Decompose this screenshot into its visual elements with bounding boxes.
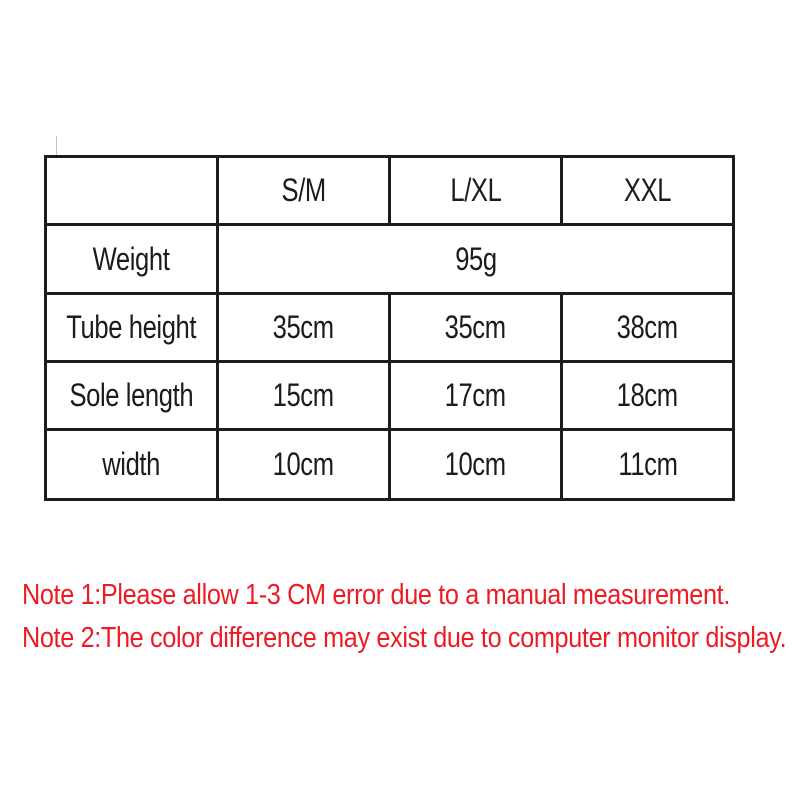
row-label-width: width — [44, 428, 219, 501]
scan-artifact-line — [56, 136, 57, 155]
cell-tube-xxl: 38cm — [560, 292, 735, 363]
size-label: L/XL — [449, 172, 502, 208]
header-cell-lxl: L/XL — [388, 155, 563, 226]
header-cell-empty — [44, 155, 219, 226]
cell-width-xxl: 11cm — [560, 428, 735, 501]
table-header-row: S/M L/XL XXL — [44, 155, 735, 226]
cell-width-sm: 10cm — [216, 428, 391, 501]
table-row-tube-height: Tube height 35cm 35cm 38cm — [44, 292, 735, 363]
row-label-weight: Weight — [44, 223, 219, 295]
table-row-width: width 10cm 10cm 11cm — [44, 428, 735, 501]
note-2: Note 2:The color difference may exist du… — [22, 622, 787, 654]
cell-tube-sm: 35cm — [216, 292, 391, 363]
cell-tube-lxl: 35cm — [388, 292, 563, 363]
table-row-weight: Weight 95g — [44, 223, 735, 295]
cell-sole-xxl: 18cm — [560, 360, 735, 431]
row-label-sole-length: Sole length — [44, 360, 219, 431]
table-row-sole-length: Sole length 15cm 17cm 18cm — [44, 360, 735, 431]
measurement-notes: Note 1:Please allow 1-3 CM error due to … — [22, 574, 800, 660]
header-cell-xxl: XXL — [560, 155, 735, 226]
size-table: S/M L/XL XXL Weight 95g Tube height 35cm… — [44, 155, 735, 501]
cell-width-lxl: 10cm — [388, 428, 563, 501]
row-label-tube-height: Tube height — [44, 292, 219, 363]
size-label: S/M — [281, 172, 326, 208]
header-cell-sm: S/M — [216, 155, 391, 226]
note-1: Note 1:Please allow 1-3 CM error due to … — [22, 579, 731, 611]
cell-weight-merged: 95g — [216, 223, 735, 295]
size-label: XXL — [623, 172, 672, 208]
cell-sole-sm: 15cm — [216, 360, 391, 431]
cell-sole-lxl: 17cm — [388, 360, 563, 431]
